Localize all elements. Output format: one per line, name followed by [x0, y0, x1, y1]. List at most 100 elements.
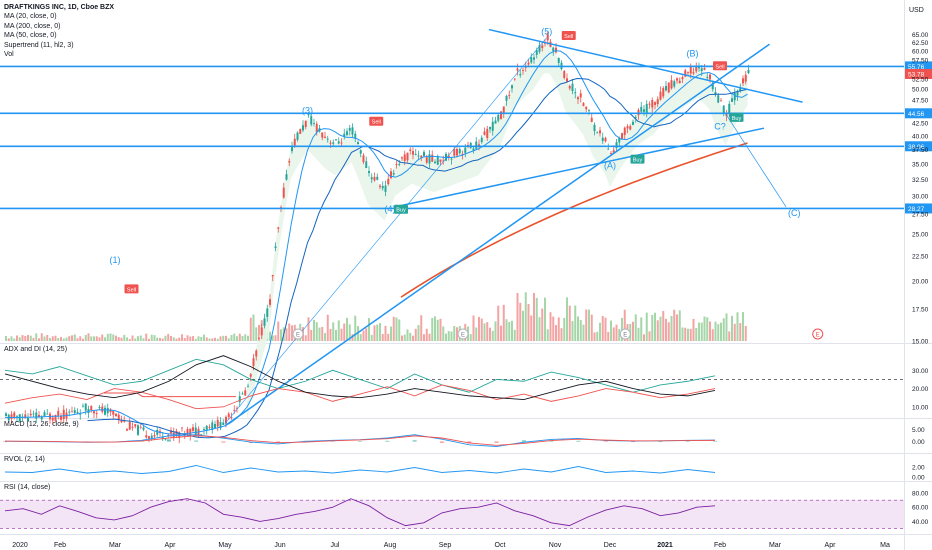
currency-label: USD — [909, 7, 924, 14]
price-pane: 55.76 44.56 38.06 28.27 53.78 (1) (3) (4) (5) (A)… — [0, 26, 932, 444]
volume-bar — [687, 328, 689, 341]
signal-box — [124, 284, 139, 294]
volume-bar — [205, 337, 208, 341]
volume-bar — [522, 310, 524, 341]
volume-bar — [566, 297, 568, 341]
indicator-ma200[interactable]: MA (200, close, 0) — [4, 22, 61, 30]
volume-bar — [439, 318, 442, 341]
candle-body — [703, 68, 706, 70]
candle-body — [615, 142, 618, 148]
volume-bar — [442, 326, 445, 341]
signal-box — [630, 154, 645, 164]
level-price-box — [905, 203, 932, 214]
candle-body — [637, 109, 640, 116]
adx-line-1 — [4, 384, 716, 410]
volume-bar — [632, 321, 634, 341]
candle-body — [648, 103, 651, 105]
volume-bar — [5, 336, 7, 341]
volume-bar — [423, 334, 425, 341]
volume-bar — [500, 325, 502, 341]
candle-body — [475, 141, 478, 149]
volume-bar — [87, 333, 90, 341]
candle-body — [299, 128, 302, 134]
candle-body — [409, 149, 412, 152]
candle-body — [656, 99, 659, 105]
volume-bar — [453, 326, 456, 341]
volume-bar — [414, 328, 417, 341]
volume-bar — [744, 325, 747, 341]
x-tick-label: Mar — [109, 542, 122, 549]
ma50-line — [87, 77, 748, 439]
volume-bar — [208, 338, 211, 341]
volume-bar — [258, 324, 260, 341]
macd-histogram-bar — [713, 441, 717, 442]
volume-bar — [192, 336, 194, 341]
volume-bar — [379, 323, 381, 341]
candle-body — [288, 161, 291, 163]
volume-bar — [582, 324, 585, 341]
candle-body — [120, 420, 123, 423]
x-tick-label: Ma — [880, 542, 890, 549]
candle-body — [431, 154, 434, 162]
volume-bar — [249, 317, 252, 341]
volume-bar — [153, 335, 156, 341]
volume-bar — [527, 304, 530, 341]
macd-histogram-bar — [658, 441, 663, 443]
candle-body — [728, 103, 731, 114]
candle-body — [684, 70, 687, 77]
volume-bar — [530, 315, 533, 341]
volume-bar — [731, 315, 733, 341]
sell-signal: Sell — [561, 30, 576, 40]
candle-body — [527, 62, 530, 65]
volume-bar — [332, 322, 335, 341]
candle-body — [93, 411, 95, 414]
macd-pane — [3, 434, 717, 447]
indicator-volume[interactable]: Vol — [4, 51, 14, 59]
level-price-label: 28.27 — [905, 203, 932, 214]
candle-body — [533, 57, 535, 60]
symbol-title[interactable]: DRAFTKINGS INC, 1D, Cboe BZX — [4, 4, 115, 11]
indicator-ma20[interactable]: MA (20, close, 0) — [4, 13, 57, 21]
volume-bar — [51, 336, 54, 341]
event-circle — [812, 328, 824, 340]
candle-body — [54, 414, 57, 421]
volume-bar — [447, 331, 450, 341]
candle-body — [200, 434, 203, 436]
candle-body — [747, 69, 750, 74]
candle-body — [681, 77, 684, 80]
volume-bar — [123, 334, 126, 341]
rsi-title[interactable]: RSI (14, close) — [4, 484, 51, 491]
supertrend-fill — [247, 41, 748, 420]
y-tick-label: 0.00 — [912, 439, 925, 446]
volume-bar — [274, 335, 277, 341]
candle-body — [175, 431, 178, 435]
trend-line — [224, 37, 547, 424]
volume-bar — [7, 338, 10, 341]
indicator-supertrend[interactable]: Supertrend (11, hl2, 3) — [4, 41, 74, 49]
macd-title[interactable]: MACD (12, 26, close, 9) — [4, 421, 79, 428]
volume-bar — [365, 328, 368, 341]
volume-bar — [178, 337, 181, 341]
candle-body — [29, 413, 32, 416]
volume-bar — [428, 333, 431, 341]
rvol-pane — [4, 465, 716, 474]
volume-bar — [315, 322, 318, 341]
x-tick-label: May — [218, 542, 232, 549]
volume-bar — [472, 315, 475, 341]
candle-body — [216, 419, 219, 427]
volume-bar — [648, 331, 651, 341]
candle-body — [315, 123, 318, 133]
last-price-label: 53.78 — [905, 68, 932, 79]
adx-title[interactable]: ADX and DI (14, 25) — [4, 346, 68, 353]
wave-label: (C) — [788, 208, 801, 218]
candle-body — [670, 80, 673, 89]
candle-body — [593, 124, 596, 131]
indicator-ma50[interactable]: MA (50, close, 0) — [4, 32, 57, 40]
rvol-title[interactable]: RVOL (2, 14) — [4, 456, 45, 463]
volume-bar — [238, 333, 241, 341]
candle-body — [38, 414, 40, 417]
volume-bar — [659, 316, 662, 341]
volume-bar — [568, 305, 571, 341]
volume-bar — [546, 329, 549, 341]
